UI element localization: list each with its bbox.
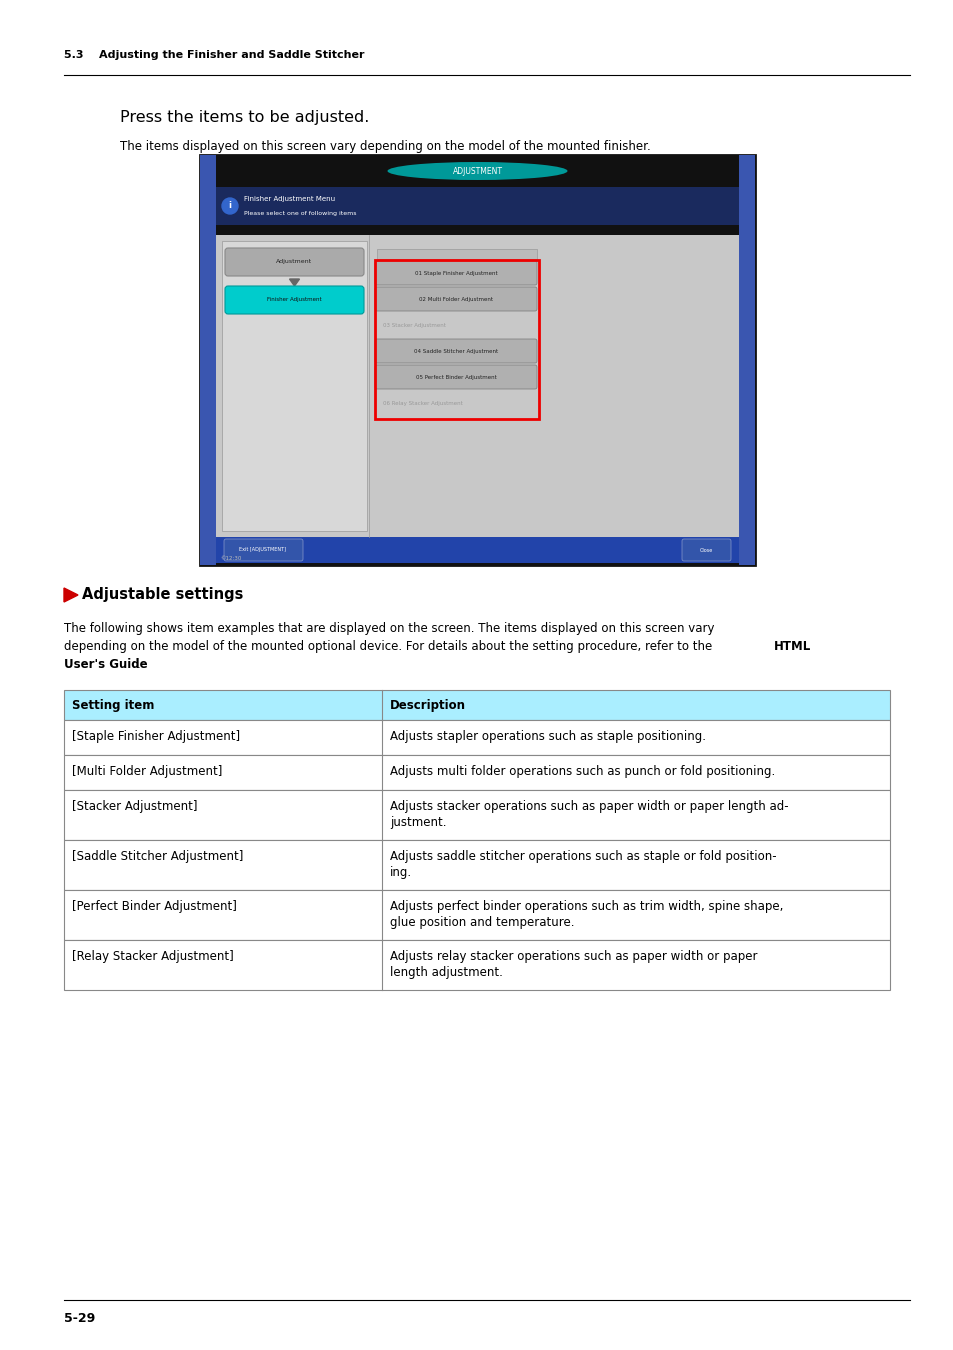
Bar	[64, 720, 889, 755]
Text: justment.: justment.	[390, 815, 446, 829]
Bar	[64, 790, 889, 840]
Text: Adjustment: Adjustment	[276, 259, 313, 265]
Text: depending on the model of the mounted optional device. For details about the set: depending on the model of the mounted op…	[64, 640, 716, 653]
Bar	[200, 155, 215, 566]
Ellipse shape	[387, 162, 567, 180]
FancyBboxPatch shape	[224, 539, 303, 562]
Text: Adjustable settings: Adjustable settings	[82, 587, 243, 602]
Text: Adjusts relay stacker operations such as paper width or paper: Adjusts relay stacker operations such as…	[390, 950, 757, 963]
Bar	[222, 242, 367, 531]
FancyBboxPatch shape	[375, 261, 537, 285]
Bar	[64, 940, 889, 990]
Text: Finisher Adjustment Menu: Finisher Adjustment Menu	[244, 196, 335, 202]
Text: Close: Close	[699, 548, 712, 552]
Text: The items displayed on this screen vary depending on the model of the mounted fi: The items displayed on this screen vary …	[120, 140, 650, 153]
Text: Please select one of following items: Please select one of following items	[244, 211, 356, 216]
Text: Adjusts saddle stitcher operations such as staple or fold position-: Adjusts saddle stitcher operations such …	[390, 850, 776, 863]
Text: 5.3    Adjusting the Finisher and Saddle Stitcher: 5.3 Adjusting the Finisher and Saddle St…	[64, 50, 364, 59]
Polygon shape	[289, 279, 299, 286]
Text: length adjustment.: length adjustment.	[390, 967, 502, 979]
Text: [Relay Stacker Adjustment]: [Relay Stacker Adjustment]	[71, 950, 233, 963]
Text: [Perfect Binder Adjustment]: [Perfect Binder Adjustment]	[71, 900, 236, 913]
Text: glue position and temperature.: glue position and temperature.	[390, 917, 574, 929]
FancyBboxPatch shape	[375, 364, 537, 389]
Text: 5-29: 5-29	[64, 1312, 95, 1324]
Text: Exit [ADJUSTMENT]: Exit [ADJUSTMENT]	[239, 548, 286, 552]
Text: Press the items to be adjusted.: Press the items to be adjusted.	[120, 109, 369, 126]
Text: Adjusts perfect binder operations such as trim width, spine shape,: Adjusts perfect binder operations such a…	[390, 900, 782, 913]
Text: Finisher Adjustment: Finisher Adjustment	[267, 297, 321, 302]
Text: Adjusts multi folder operations such as punch or fold positioning.: Adjusts multi folder operations such as …	[390, 765, 775, 778]
Text: 02 Multi Folder Adjustment: 02 Multi Folder Adjustment	[418, 297, 493, 301]
Text: Adjusts stacker operations such as paper width or paper length ad-: Adjusts stacker operations such as paper…	[390, 801, 788, 813]
Circle shape	[222, 198, 237, 215]
Text: ing.: ing.	[390, 865, 412, 879]
Bar	[200, 155, 754, 566]
Text: User's Guide: User's Guide	[64, 657, 148, 671]
Text: [Stacker Adjustment]: [Stacker Adjustment]	[71, 801, 197, 813]
Bar	[215, 155, 739, 188]
Bar	[215, 188, 739, 225]
FancyBboxPatch shape	[375, 288, 537, 311]
Text: 03 Stacker Adjustment: 03 Stacker Adjustment	[382, 323, 445, 328]
Bar	[215, 235, 739, 537]
Bar	[64, 840, 889, 890]
Text: [Saddle Stitcher Adjustment]: [Saddle Stitcher Adjustment]	[71, 850, 243, 863]
Text: i: i	[229, 201, 232, 211]
Text: Setting item: Setting item	[71, 698, 154, 711]
Bar	[215, 225, 739, 235]
Text: HTML: HTML	[773, 640, 810, 653]
FancyBboxPatch shape	[225, 286, 364, 315]
Polygon shape	[64, 589, 78, 602]
Text: [Staple Finisher Adjustment]: [Staple Finisher Adjustment]	[71, 730, 240, 742]
Text: 01 Staple Finisher Adjustment: 01 Staple Finisher Adjustment	[415, 270, 497, 275]
Bar	[64, 890, 889, 940]
Text: The following shows item examples that are displayed on the screen. The items di: The following shows item examples that a…	[64, 622, 714, 634]
Text: ADJUSTMENT: ADJUSTMENT	[452, 166, 502, 176]
Bar	[739, 155, 754, 566]
FancyBboxPatch shape	[225, 248, 364, 275]
Bar	[64, 690, 889, 720]
Text: 05 Perfect Binder Adjustment: 05 Perfect Binder Adjustment	[416, 374, 496, 379]
FancyBboxPatch shape	[375, 339, 537, 363]
Text: [Multi Folder Adjustment]: [Multi Folder Adjustment]	[71, 765, 222, 778]
FancyBboxPatch shape	[681, 539, 730, 562]
Bar	[215, 537, 739, 563]
Bar	[376, 248, 537, 259]
Text: Description: Description	[390, 698, 465, 711]
Text: Adjusts stapler operations such as staple positioning.: Adjusts stapler operations such as stapl…	[390, 730, 705, 742]
Bar	[64, 755, 889, 790]
Text: ©12:30: ©12:30	[220, 556, 241, 562]
Text: 06 Relay Stacker Adjustment: 06 Relay Stacker Adjustment	[382, 401, 462, 405]
Bar	[375, 261, 538, 418]
Text: .: .	[137, 657, 141, 671]
Text: 04 Saddle Stitcher Adjustment: 04 Saddle Stitcher Adjustment	[414, 348, 497, 354]
